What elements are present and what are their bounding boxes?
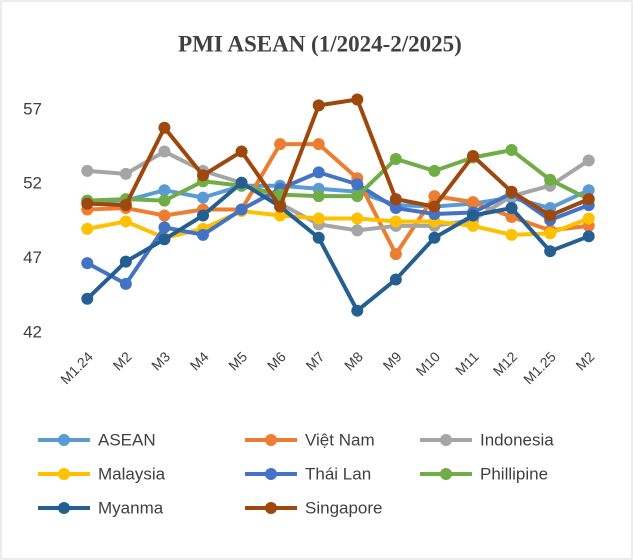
point xyxy=(158,121,171,134)
point xyxy=(274,200,287,213)
point xyxy=(158,184,171,197)
point xyxy=(197,191,209,204)
legend-label: ASEAN xyxy=(98,430,156,449)
point xyxy=(505,202,518,215)
point xyxy=(351,304,364,317)
legend-marker xyxy=(265,468,277,480)
series-line xyxy=(87,97,590,218)
legend-label: Myanma xyxy=(98,498,164,517)
point xyxy=(312,166,325,179)
point xyxy=(312,99,325,112)
point xyxy=(119,277,132,290)
point xyxy=(312,231,325,244)
point xyxy=(389,193,402,206)
point xyxy=(389,202,402,215)
point xyxy=(467,219,479,232)
point xyxy=(158,209,171,222)
series-line xyxy=(86,170,590,286)
point xyxy=(235,176,248,189)
point xyxy=(158,145,171,158)
legend-marker xyxy=(58,468,70,480)
point xyxy=(81,197,94,210)
point xyxy=(81,164,94,177)
point xyxy=(582,193,595,206)
point xyxy=(505,144,518,157)
legend-label: Thái Lan xyxy=(305,464,371,483)
point xyxy=(274,209,287,222)
point xyxy=(467,196,479,209)
point xyxy=(81,257,94,270)
point xyxy=(119,167,132,180)
y-tick-label: 42 xyxy=(23,322,42,341)
legend-marker xyxy=(265,434,277,446)
legend-label: Việt Nam xyxy=(305,430,375,449)
y-tick-label: 47 xyxy=(23,248,42,267)
point xyxy=(119,255,132,268)
point xyxy=(544,209,557,222)
point xyxy=(505,185,518,198)
point xyxy=(544,173,557,186)
point xyxy=(389,152,402,165)
point xyxy=(505,228,518,241)
point xyxy=(582,230,595,243)
legend-label: Phillipine xyxy=(480,464,548,483)
point xyxy=(158,194,171,207)
point xyxy=(81,222,94,235)
point xyxy=(197,209,209,222)
legend-label: Malaysia xyxy=(98,464,166,483)
series-line xyxy=(87,142,589,257)
legend-marker xyxy=(58,434,70,446)
point xyxy=(119,199,132,212)
legend-label: Singapore xyxy=(305,498,383,517)
series-line xyxy=(87,148,590,203)
point xyxy=(158,233,171,246)
point xyxy=(428,190,441,203)
point xyxy=(158,221,171,234)
point xyxy=(351,224,364,237)
point xyxy=(467,149,479,162)
point xyxy=(312,190,325,203)
point xyxy=(351,178,364,191)
point xyxy=(81,292,94,305)
point xyxy=(428,200,441,213)
y-tick-label: 52 xyxy=(23,174,42,193)
point xyxy=(351,212,364,225)
legend-marker xyxy=(440,468,452,480)
legend-marker xyxy=(440,434,452,446)
point xyxy=(274,138,287,151)
point xyxy=(351,93,364,106)
point xyxy=(389,273,402,286)
chart-title: PMI ASEAN (1/2024-2/2025) xyxy=(178,31,462,56)
point xyxy=(582,212,595,225)
point xyxy=(389,248,402,261)
point xyxy=(351,190,364,203)
point xyxy=(582,154,595,167)
point xyxy=(197,169,209,182)
series-line xyxy=(85,180,590,313)
point xyxy=(235,203,248,216)
legend-marker xyxy=(265,502,277,514)
legend-label: Indonesia xyxy=(480,430,554,449)
point xyxy=(544,245,557,258)
y-tick-label: 57 xyxy=(23,99,42,118)
point xyxy=(467,209,479,222)
point xyxy=(312,138,325,151)
point xyxy=(389,215,402,228)
point xyxy=(428,164,441,177)
series-line xyxy=(87,149,590,233)
point xyxy=(312,212,325,225)
point xyxy=(197,228,209,241)
point xyxy=(582,184,595,197)
point xyxy=(119,215,132,228)
point xyxy=(544,227,557,240)
point xyxy=(235,145,248,158)
legend-marker xyxy=(58,502,70,514)
point xyxy=(428,231,441,244)
